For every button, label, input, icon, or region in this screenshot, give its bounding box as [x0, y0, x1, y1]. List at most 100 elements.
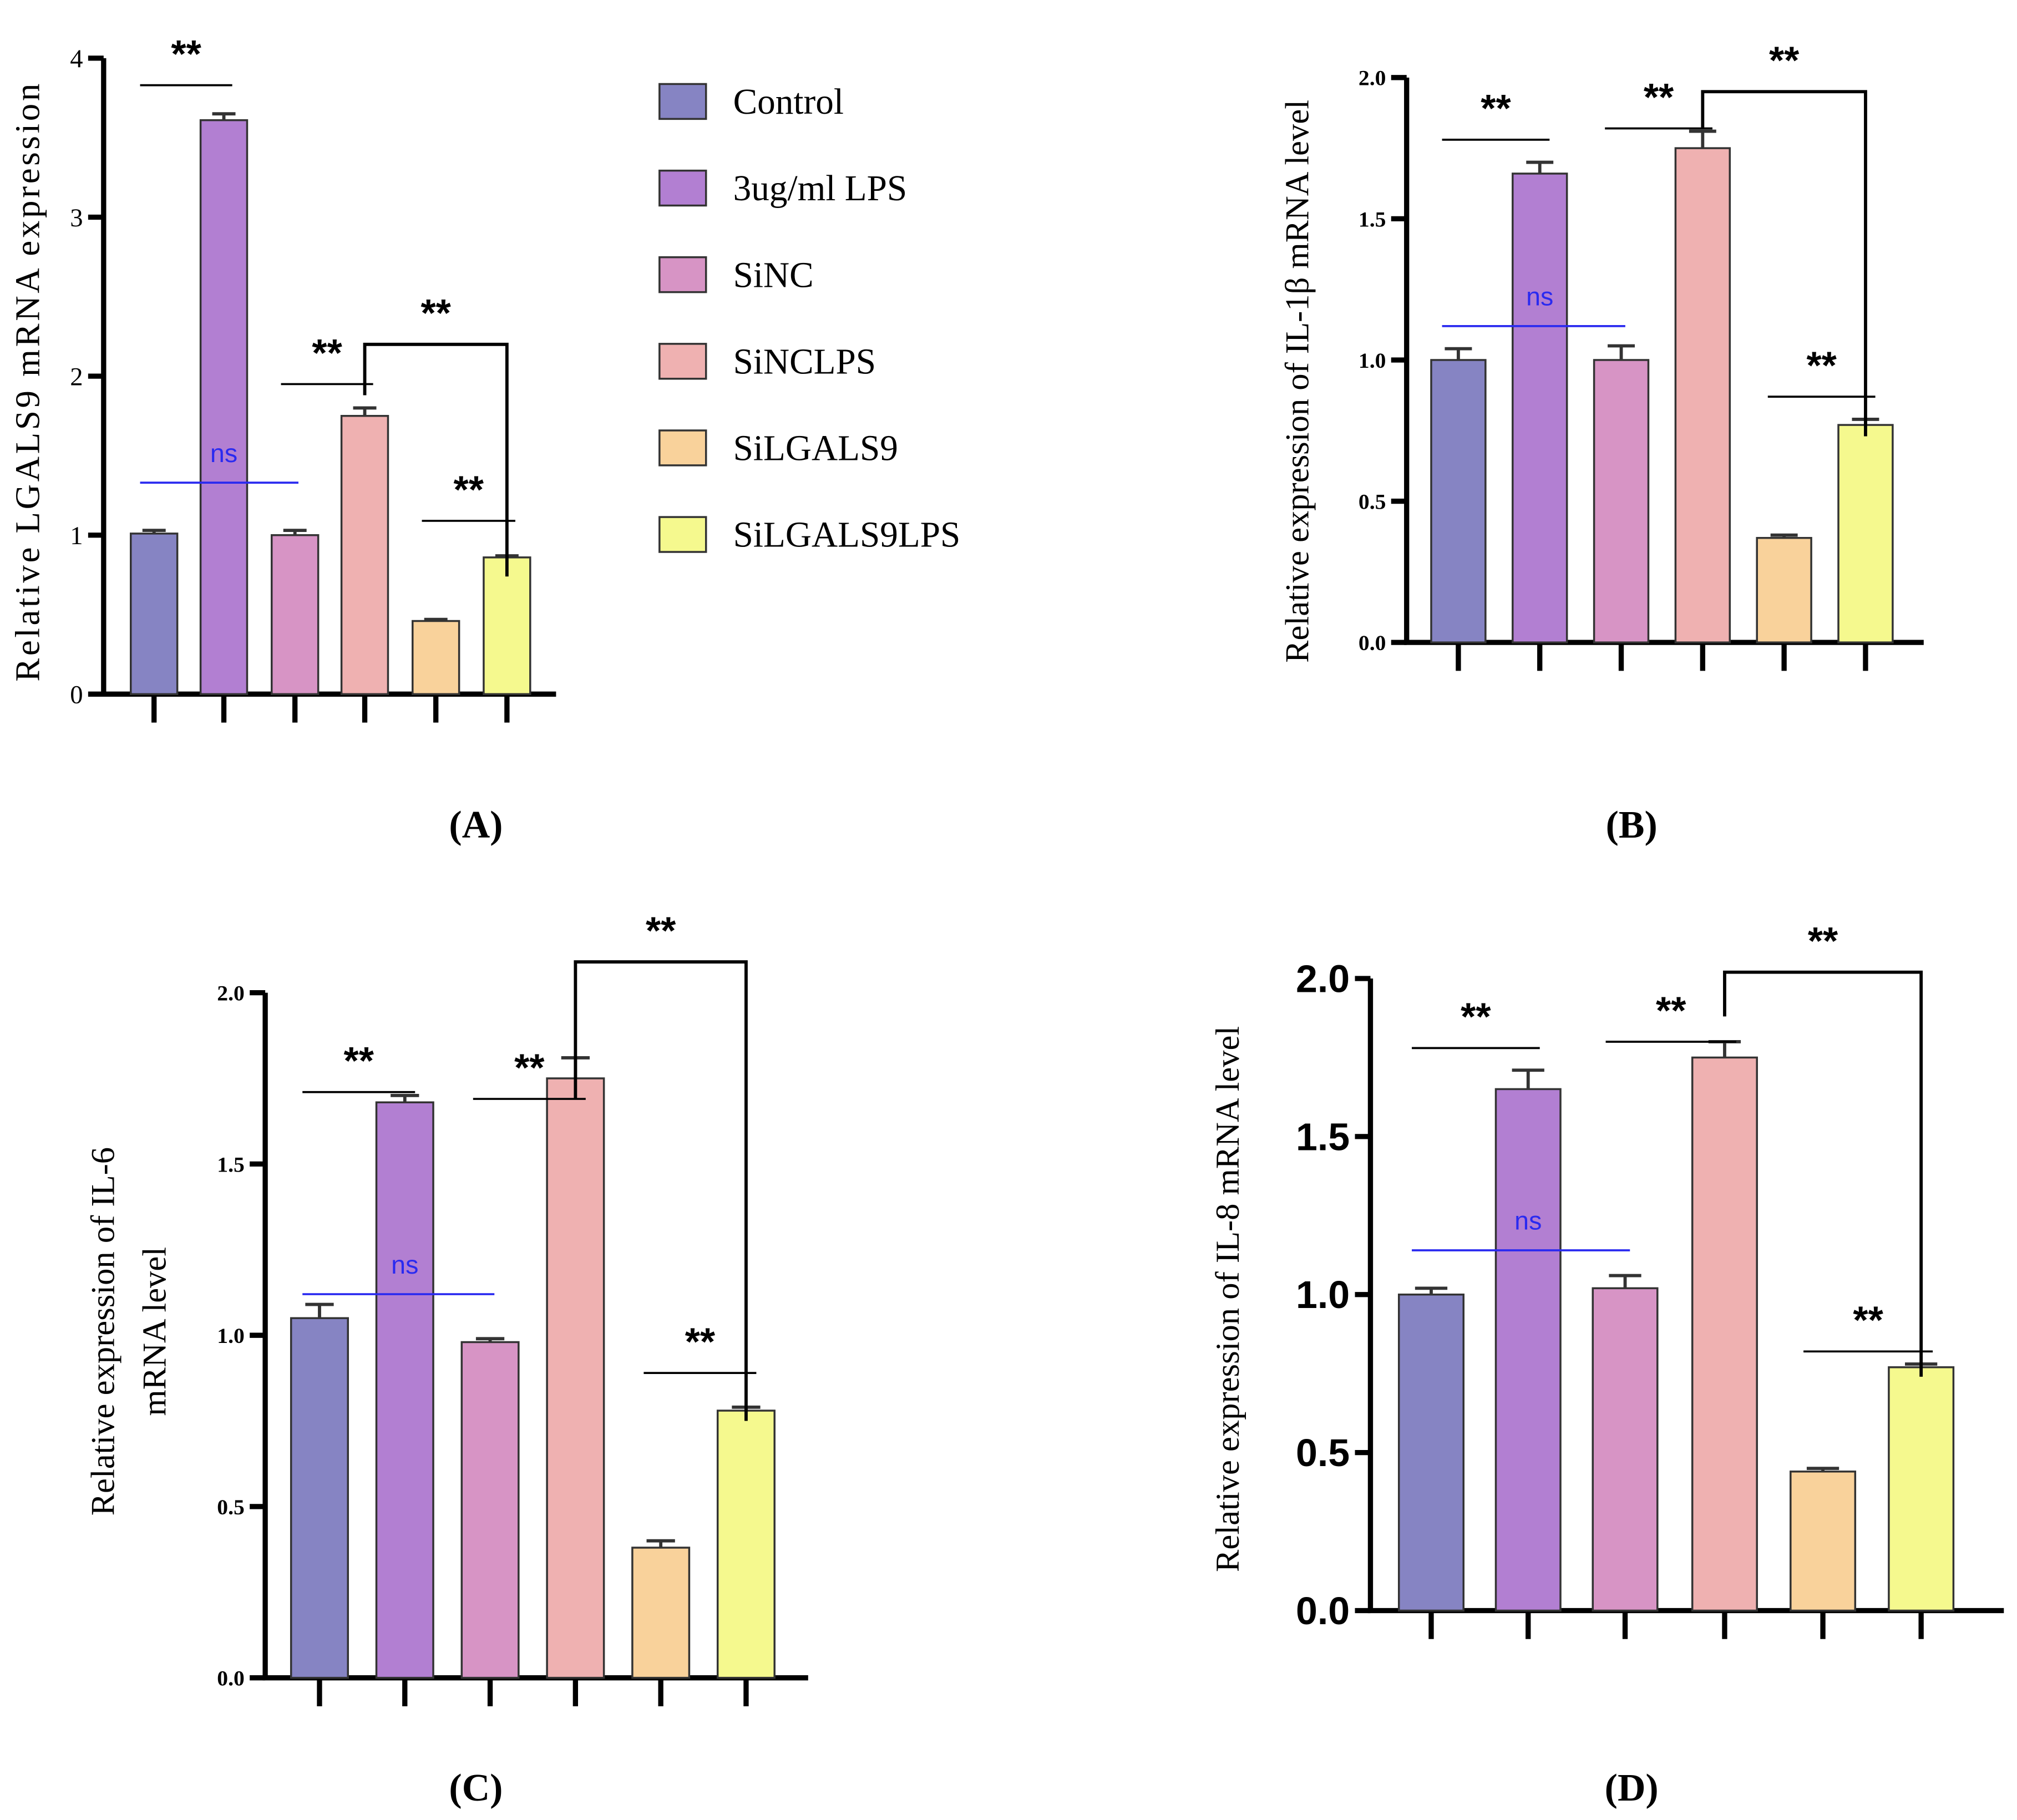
y-tick-label: 2.0	[1296, 957, 1350, 1000]
panel-label: (B)	[1606, 804, 1658, 846]
significance-label: **	[685, 1320, 716, 1363]
bar-3ug-ml-lps	[1494, 1088, 1562, 1612]
legend-item: 3ug/ml LPS	[658, 169, 908, 209]
significance-label: **	[1769, 39, 1800, 82]
legend-item: SiLGALS9	[658, 429, 898, 469]
panel-label: (A)	[449, 804, 503, 846]
y-tick-label: 1.5	[1359, 207, 1386, 231]
significance-label: **	[454, 468, 484, 511]
legend-item: SiNC	[658, 255, 814, 295]
bar-sinclps	[340, 415, 389, 696]
y-tick-label: 0.0	[1296, 1589, 1350, 1633]
significance-label: **	[1806, 344, 1837, 387]
ns-label: ns	[210, 439, 237, 468]
legend-label: Control	[733, 82, 844, 122]
legend: Control 3ug/ml LPS SiNC SiNCLPS SiLGALS9 SiLG…	[658, 82, 961, 555]
legend-item: SiNCLPS	[658, 342, 876, 382]
significance-label: **	[171, 32, 201, 75]
bar-silgals9lps	[483, 556, 531, 696]
significance-label: **	[1644, 75, 1674, 119]
bar-control	[1430, 359, 1487, 643]
significance-bracket	[1701, 90, 1867, 437]
y-tick-label: 2.0	[217, 981, 245, 1006]
panel-c: 0.0 0.5 1.0 1.5 2.0 Relative expression of IL…	[84, 909, 808, 1809]
legend-swatch	[658, 343, 707, 380]
y-axis-label: mRNA level	[136, 1247, 174, 1416]
significance-label: **	[344, 1039, 374, 1082]
ns-label: ns	[391, 1250, 418, 1279]
legend-swatch	[658, 169, 707, 207]
bar-control	[290, 1317, 349, 1679]
panel-label: (C)	[449, 1767, 503, 1809]
y-tick-label: 4	[70, 44, 83, 73]
legend-swatch	[658, 429, 707, 467]
y-axis-label: Relative expression of IL-1β mRNA level	[1279, 100, 1316, 663]
significance-bracket	[363, 342, 509, 577]
legend-item: SiLGALS9LPS	[658, 515, 961, 555]
bar-3ug-ml-lps	[375, 1101, 434, 1679]
y-tick-label: 0.5	[217, 1495, 245, 1519]
bar-sinclps	[546, 1077, 605, 1679]
significance-label: **	[1656, 988, 1686, 1032]
bar-silgals9	[631, 1547, 691, 1679]
significance-bracket	[1723, 970, 1923, 1377]
bar-sinc	[271, 534, 320, 696]
significance-label: **	[646, 909, 676, 952]
y-axis-label: Relative expression of IL-8 mRNA level	[1209, 1026, 1246, 1572]
y-axis-label: Relative expression of IL-6	[84, 1147, 121, 1515]
y-tick-label: 0.0	[1359, 631, 1386, 655]
significance-label: **	[1808, 919, 1838, 962]
bar-sinc	[1593, 359, 1650, 643]
bar-sinc	[460, 1341, 520, 1679]
bar-control	[1397, 1294, 1464, 1612]
panel-d: 0.0 0.5 1.0 1.5 2.0 Relative expression of IL…	[1209, 919, 2004, 1809]
legend-label: 3ug/ml LPS	[733, 169, 908, 209]
panel-label: (D)	[1605, 1767, 1659, 1809]
y-tick-label: 1	[70, 521, 83, 550]
significance-label: **	[514, 1046, 545, 1089]
ns-label: ns	[1526, 282, 1553, 311]
legend-label: SiLGALS9	[733, 429, 898, 469]
panel-a: 0 1 2 3 4 Relative LGALS9 mRNA expression ** **…	[8, 32, 556, 846]
y-tick-label: 0	[70, 681, 83, 709]
significance-label: **	[420, 291, 451, 334]
y-axis-label: Relative LGALS9 mRNA expression	[8, 81, 47, 682]
legend-label: SiLGALS9LPS	[733, 515, 961, 555]
legend-swatch	[658, 516, 707, 553]
bar-3ug-ml-lps	[1512, 173, 1568, 643]
y-tick-label: 2.0	[1359, 66, 1386, 90]
bar-sinclps	[1691, 1056, 1758, 1612]
legend-swatch	[658, 83, 707, 120]
panel-b: 0.0 0.5 1.0 1.5 2.0 Relative expression of IL…	[1279, 39, 1924, 846]
y-tick-label: 1.0	[217, 1324, 245, 1348]
bar-silgals9lps	[716, 1410, 776, 1679]
bar-3ug-ml-lps	[199, 119, 249, 696]
bar-silgals9	[1790, 1471, 1857, 1612]
y-tick-label: 2	[70, 362, 83, 391]
significance-label: **	[1853, 1299, 1883, 1342]
legend-label: SiNCLPS	[733, 342, 876, 382]
legend-swatch	[658, 256, 707, 293]
bar-control	[130, 533, 179, 696]
significance-bracket	[574, 960, 748, 1421]
y-tick-label: 0.0	[217, 1666, 245, 1691]
bar-sinclps	[1674, 147, 1731, 643]
significance-label: **	[1461, 995, 1491, 1038]
y-tick-label: 0.5	[1359, 489, 1386, 514]
legend-label: SiNC	[733, 255, 814, 295]
legend-item: Control	[658, 82, 844, 122]
bar-sinc	[1592, 1287, 1659, 1612]
ns-label: ns	[1514, 1206, 1542, 1235]
significance-label: **	[1481, 87, 1511, 130]
y-tick-label: 1.5	[217, 1152, 245, 1177]
bar-silgals9	[412, 620, 460, 696]
y-tick-label: 1.0	[1359, 348, 1386, 373]
y-tick-label: 0.5	[1296, 1431, 1350, 1474]
bar-silgals9lps	[1837, 424, 1894, 643]
y-tick-label: 1.0	[1296, 1273, 1350, 1316]
y-tick-label: 3	[70, 204, 83, 232]
y-tick-label: 1.5	[1296, 1115, 1350, 1158]
significance-label: **	[312, 331, 342, 374]
bar-silgals9	[1756, 536, 1812, 643]
